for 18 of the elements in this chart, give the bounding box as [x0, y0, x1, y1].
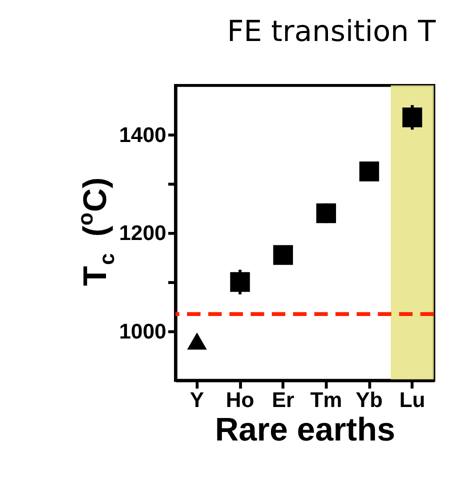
y-tick-label: 1200 — [119, 222, 166, 246]
x-tick-label: Yb — [356, 388, 383, 412]
x-tick-label: Er — [272, 388, 294, 412]
point — [273, 245, 293, 265]
x-tick-label: Y — [190, 388, 204, 412]
point — [187, 332, 207, 350]
point — [402, 107, 422, 128]
y-axis-title: Tc (oC) — [74, 177, 119, 286]
y-tick-label: 1400 — [119, 124, 166, 147]
x-tick-label: Lu — [399, 388, 426, 412]
point — [359, 162, 380, 182]
point — [316, 203, 336, 224]
x-tick-label: Tm — [310, 388, 342, 412]
x-tick-label: Ho — [226, 388, 254, 412]
point — [230, 272, 250, 292]
y-tick-label: 1000 — [119, 320, 166, 344]
x-axis-title: Rare earths — [214, 410, 396, 448]
chart-title: FE transition T — [227, 14, 436, 48]
